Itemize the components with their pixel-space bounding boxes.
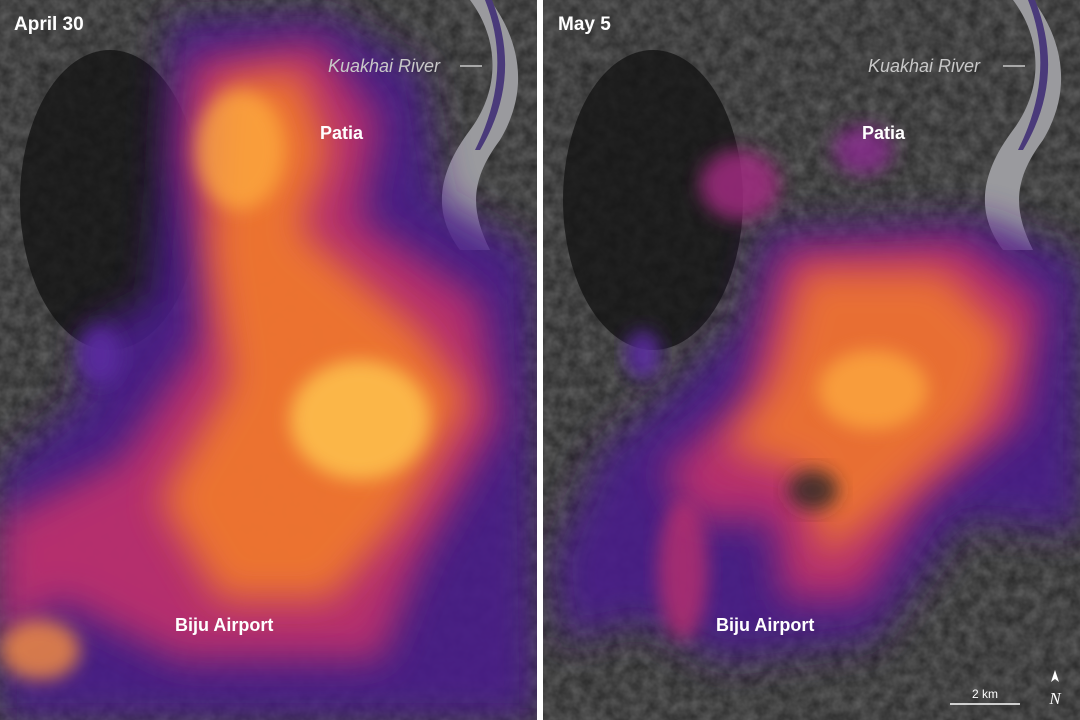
river-label: Kuakhai River <box>868 56 981 76</box>
place-label: Patia <box>320 123 364 143</box>
north-arrow: N <box>1048 670 1062 708</box>
panel-right: May 5 Kuakhai River Patia Biju Airport <box>543 0 1080 720</box>
river-label: Kuakhai River <box>328 56 441 76</box>
date-label: April 30 <box>14 14 84 35</box>
north-label: N <box>1048 689 1062 708</box>
place-label: Patia <box>862 123 906 143</box>
divider <box>537 0 543 720</box>
place-label: Biju Airport <box>175 615 273 635</box>
place-label: Biju Airport <box>716 615 814 635</box>
scale-bar: 2 km <box>950 687 1020 705</box>
scale-label: 2 km <box>972 687 998 701</box>
date-label: May 5 <box>558 14 611 35</box>
panel-left: April 30 Kuakhai River Patia Biju Airpor… <box>0 0 537 720</box>
